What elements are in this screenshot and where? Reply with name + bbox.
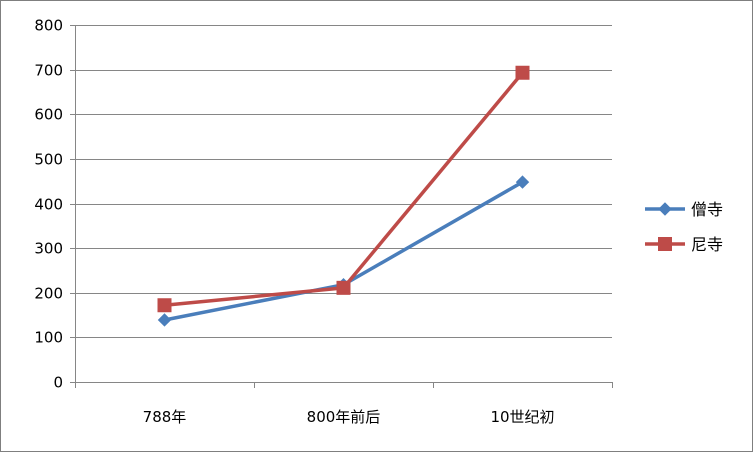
y-tick-label-700: 700 [34, 62, 63, 80]
data-point-1-1 [336, 280, 351, 295]
legend-label-1: 尼寺 [691, 235, 723, 254]
series [157, 65, 530, 327]
legend-label-0: 僧寺 [691, 200, 723, 219]
data-point-1-0 [157, 298, 172, 313]
y-tick-label-600: 600 [34, 106, 63, 124]
y-tick-label-200: 200 [34, 285, 63, 303]
data-point-0-2 [515, 175, 530, 189]
gridlines [75, 25, 612, 338]
y-tick-label-300: 300 [34, 240, 63, 258]
x-tick-label-1: 800年前后 [307, 408, 381, 426]
series-1 [157, 65, 530, 313]
y-tick-label-0: 0 [53, 374, 63, 392]
series-0 [157, 175, 530, 327]
x-tick-label-0: 788年 [143, 408, 187, 426]
axes [70, 25, 613, 388]
legend-marker-1 [658, 237, 672, 251]
data-point-0-0 [157, 313, 172, 327]
y-tick-label-800: 800 [34, 17, 63, 35]
y-tick-label-100: 100 [34, 329, 63, 347]
y-tick-label-400: 400 [34, 196, 63, 214]
x-tick-label-2: 10世纪初 [490, 408, 554, 426]
data-point-1-2 [515, 65, 530, 80]
y-tick-label-500: 500 [34, 151, 63, 169]
legend-marker-0 [658, 202, 672, 216]
x-tick-labels: 788年 800年前后 10世纪初 [143, 408, 555, 426]
y-tick-labels: 0 100 200 300 400 500 600 700 800 [34, 17, 63, 392]
series-line-1 [164, 71, 524, 307]
